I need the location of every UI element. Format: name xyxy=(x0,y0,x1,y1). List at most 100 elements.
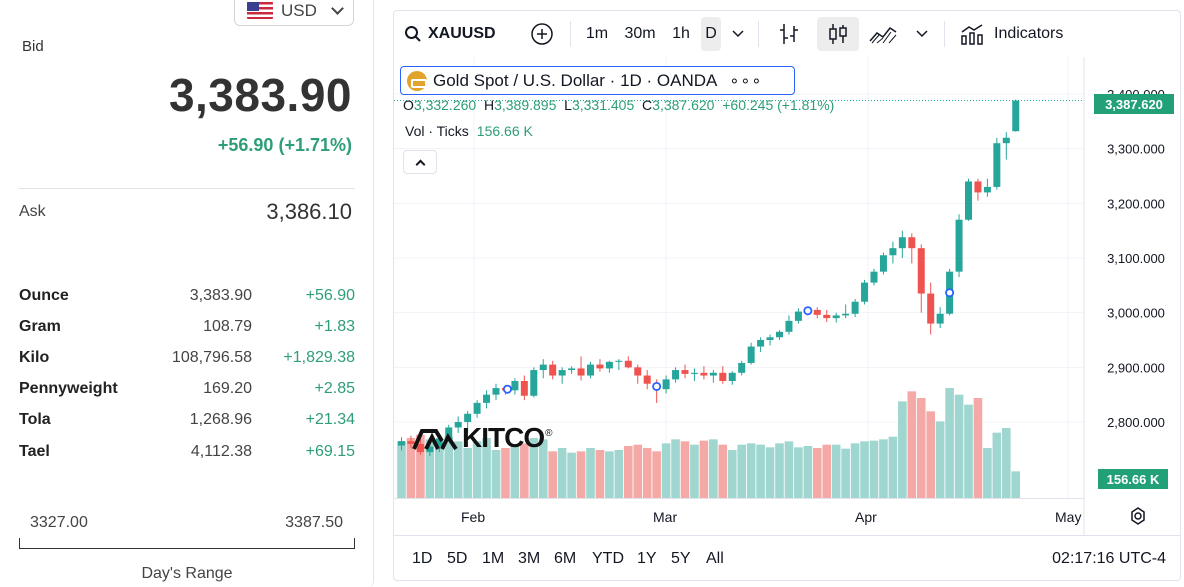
chart-style-dropdown[interactable] xyxy=(912,17,932,51)
more-options-icon[interactable]: ∘∘∘ xyxy=(729,72,763,90)
candle-body xyxy=(776,331,783,338)
unit-change: +2.85 xyxy=(314,380,355,398)
candles-icon xyxy=(829,24,847,44)
y-tick-label: 3,000.000 xyxy=(1107,306,1165,321)
candle-body xyxy=(889,248,897,256)
volume-bar xyxy=(765,447,775,498)
unit-name: Gram xyxy=(19,317,61,335)
days-range-label: Day's Range xyxy=(141,565,233,582)
candle-body xyxy=(681,370,689,374)
unit-name: Pennyweight xyxy=(19,380,118,398)
high-value: 3,389.895 xyxy=(494,97,557,113)
toolbar-separator xyxy=(570,21,571,47)
toolbar-separator xyxy=(758,21,759,47)
candle-body xyxy=(520,381,528,396)
compare-symbol-button[interactable] xyxy=(528,17,556,51)
chevron-down-icon xyxy=(732,30,744,38)
candle-body xyxy=(398,441,405,446)
range-1m[interactable]: 1M xyxy=(482,550,505,567)
close-value: 3,387.620 xyxy=(652,97,715,113)
unit-name: Tola xyxy=(19,411,51,429)
candle-body xyxy=(955,219,963,272)
range-5y[interactable]: 5Y xyxy=(671,550,691,567)
candle-body xyxy=(974,181,982,193)
candle-body xyxy=(832,315,840,319)
candle-body xyxy=(568,368,576,371)
candles-style-button[interactable] xyxy=(817,17,859,51)
candle-body xyxy=(700,372,708,376)
candle-body xyxy=(464,413,472,422)
interval-1m[interactable]: 1m xyxy=(585,25,609,42)
candle-body xyxy=(993,143,1001,187)
candle-body xyxy=(738,362,746,373)
candle-body xyxy=(483,394,491,403)
symbol-legend[interactable]: Gold Spot / U.S. Dollar · 1D · OANDA ∘∘∘ xyxy=(400,66,795,95)
candle-body xyxy=(587,364,594,376)
volume-bar xyxy=(831,444,841,498)
chevron-up-icon xyxy=(415,159,425,169)
indicators-label: Indicators xyxy=(994,25,1064,42)
volume-bar xyxy=(472,441,482,498)
chart-widget: XAUUSD 1m 30m 1h D xyxy=(393,10,1181,581)
candle-body xyxy=(643,375,651,384)
interval-dropdown[interactable] xyxy=(728,17,748,51)
time-axis-line xyxy=(394,498,1084,499)
volume-badge: 156.66 K xyxy=(1098,469,1168,489)
bid-change: +56.90 (+1.71%) xyxy=(217,135,352,155)
candle-body xyxy=(908,237,916,249)
range-3m[interactable]: 3M xyxy=(518,550,541,567)
range-6m[interactable]: 6M xyxy=(554,550,577,567)
range-all[interactable]: All xyxy=(706,550,724,567)
volume-bar xyxy=(652,451,661,498)
volume-label: Vol · Ticks xyxy=(405,123,469,139)
volume-bar xyxy=(860,441,869,498)
kitco-logo: KITCO ® xyxy=(412,421,552,455)
currency-select[interactable]: USD xyxy=(234,0,354,26)
range-1d[interactable]: 1D xyxy=(412,550,433,567)
volume-bar xyxy=(907,391,917,498)
indicators-button[interactable]: Indicators xyxy=(960,17,1076,51)
high-key: H xyxy=(483,97,495,113)
volume-bar xyxy=(699,440,709,498)
candle-body xyxy=(747,346,755,363)
volume-bar xyxy=(557,448,567,498)
volume-bar xyxy=(898,401,907,498)
range-ytd[interactable]: YTD xyxy=(592,550,624,567)
range-bar: 1D 5D 1M 3M 6M YTD 1Y 5Y All 02:17:16 UT… xyxy=(394,535,1180,580)
volume-bar xyxy=(595,450,605,498)
candle-body xyxy=(861,282,869,302)
volume-legend: Vol · Ticks 156.66 K xyxy=(405,123,533,139)
unit-row-ounce: Ounce 3,383.90 +56.90 xyxy=(19,280,355,311)
area-style-button[interactable] xyxy=(866,17,900,51)
volume-bar xyxy=(813,448,822,498)
ask-price: 3,386.10 xyxy=(266,199,352,224)
volume-bar xyxy=(520,443,529,498)
symbol-search-button[interactable]: XAUUSD xyxy=(404,17,504,51)
volume-bar xyxy=(935,421,945,498)
volume-bar xyxy=(491,450,501,498)
range-low: 3327.00 xyxy=(30,514,88,531)
candle-body xyxy=(605,361,613,369)
volume-bar xyxy=(482,438,491,498)
unit-price: 108.79 xyxy=(203,317,252,335)
candle-body xyxy=(719,372,727,381)
last-price-badge: 3,387.620 xyxy=(1094,94,1174,114)
month-label: May xyxy=(1055,509,1082,525)
volume-bar xyxy=(850,443,860,498)
interval-d[interactable]: D xyxy=(701,17,721,51)
kitco-wordmark: KITCO xyxy=(462,422,545,453)
range-5d[interactable]: 5D xyxy=(447,550,468,567)
volume-bar xyxy=(690,444,699,498)
volume-bar xyxy=(463,448,472,498)
volume-bar xyxy=(680,441,690,498)
bar-style-button[interactable] xyxy=(774,17,804,51)
range-1y[interactable]: 1Y xyxy=(637,550,657,567)
interval-30m[interactable]: 30m xyxy=(624,25,656,42)
interval-1h[interactable]: 1h xyxy=(672,25,690,42)
unit-name: Ounce xyxy=(19,286,69,304)
unit-row-kilo: Kilo 108,796.58 +1,829.38 xyxy=(19,342,355,373)
settings-icon[interactable] xyxy=(1128,506,1148,526)
bars-icon xyxy=(780,24,798,44)
collapse-legend-button[interactable] xyxy=(403,150,437,174)
unit-name: Kilo xyxy=(19,348,50,366)
